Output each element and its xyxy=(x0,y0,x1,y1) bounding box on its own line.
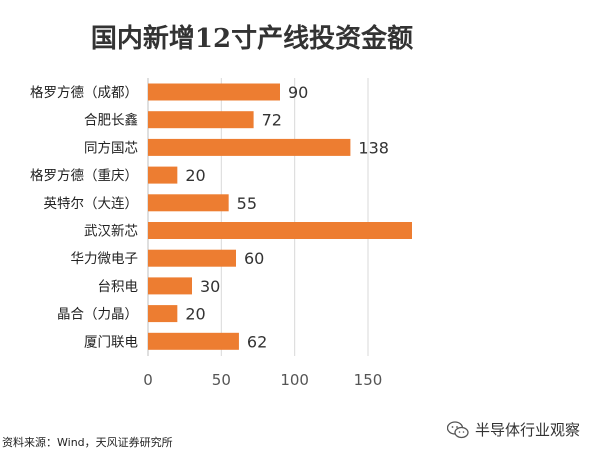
bar xyxy=(148,305,178,323)
x-tick-label: 50 xyxy=(212,371,231,389)
source-note: 资料来源：Wind，天风证券研究所 xyxy=(2,436,173,449)
data-label: 20 xyxy=(185,166,205,185)
category-label: 厦门联电 xyxy=(84,334,138,350)
watermark-text: 半导体行业观察 xyxy=(474,421,580,439)
data-label: 55 xyxy=(237,194,257,213)
bar xyxy=(148,138,351,156)
bar xyxy=(148,83,280,101)
x-tick-label: 150 xyxy=(354,371,383,389)
bar xyxy=(148,166,178,184)
bar xyxy=(148,332,239,350)
category-label: 晶合（力晶） xyxy=(57,307,138,323)
bar xyxy=(148,222,412,239)
data-label: 20 xyxy=(185,305,205,324)
bar xyxy=(148,111,254,129)
bar xyxy=(148,249,236,267)
category-label: 台积电 xyxy=(98,279,139,295)
wechat-icon xyxy=(446,420,469,438)
data-label: 72 xyxy=(262,111,282,130)
data-label: 62 xyxy=(247,332,267,351)
category-label: 格罗方德（重庆） xyxy=(30,168,138,184)
x-tick-label: 100 xyxy=(280,371,309,389)
bar xyxy=(148,194,229,212)
category-label: 华力微电子 xyxy=(71,251,139,267)
bar xyxy=(148,277,192,295)
data-label: 90 xyxy=(288,83,308,102)
data-label: 138 xyxy=(358,138,389,157)
category-label: 格罗方德（成都） xyxy=(30,85,138,101)
category-label: 武汉新芯 xyxy=(84,224,138,240)
data-label: 30 xyxy=(200,277,220,296)
category-label: 合肥长鑫 xyxy=(84,112,138,129)
chart-title: 国内新增12寸产线投资金额 xyxy=(91,23,413,54)
x-tick-label: 0 xyxy=(143,371,153,389)
category-label: 英特尔（大连） xyxy=(44,195,139,212)
watermark: 半导体行业观察 xyxy=(446,419,580,440)
category-label: 同方国芯 xyxy=(84,140,138,156)
data-label: 60 xyxy=(244,249,264,268)
